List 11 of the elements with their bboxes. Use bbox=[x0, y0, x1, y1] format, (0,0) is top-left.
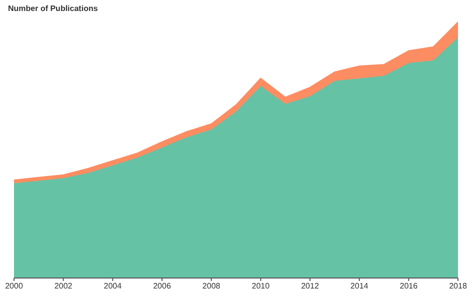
x-tick-label: 2012 bbox=[301, 282, 320, 291]
x-tick-label: 2008 bbox=[202, 282, 221, 291]
x-tick-label: 2006 bbox=[153, 282, 172, 291]
x-tick-label: 2016 bbox=[400, 282, 418, 291]
x-tick-label: 2000 bbox=[5, 282, 24, 291]
x-tick-label: 2010 bbox=[252, 282, 270, 291]
x-tick-label: 2002 bbox=[54, 282, 73, 291]
x-tick-label: 2018 bbox=[449, 282, 468, 291]
x-tick-label: 2004 bbox=[104, 282, 122, 291]
y-axis-title: Number of Publications bbox=[8, 4, 98, 13]
x-tick-label: 2014 bbox=[350, 282, 369, 291]
